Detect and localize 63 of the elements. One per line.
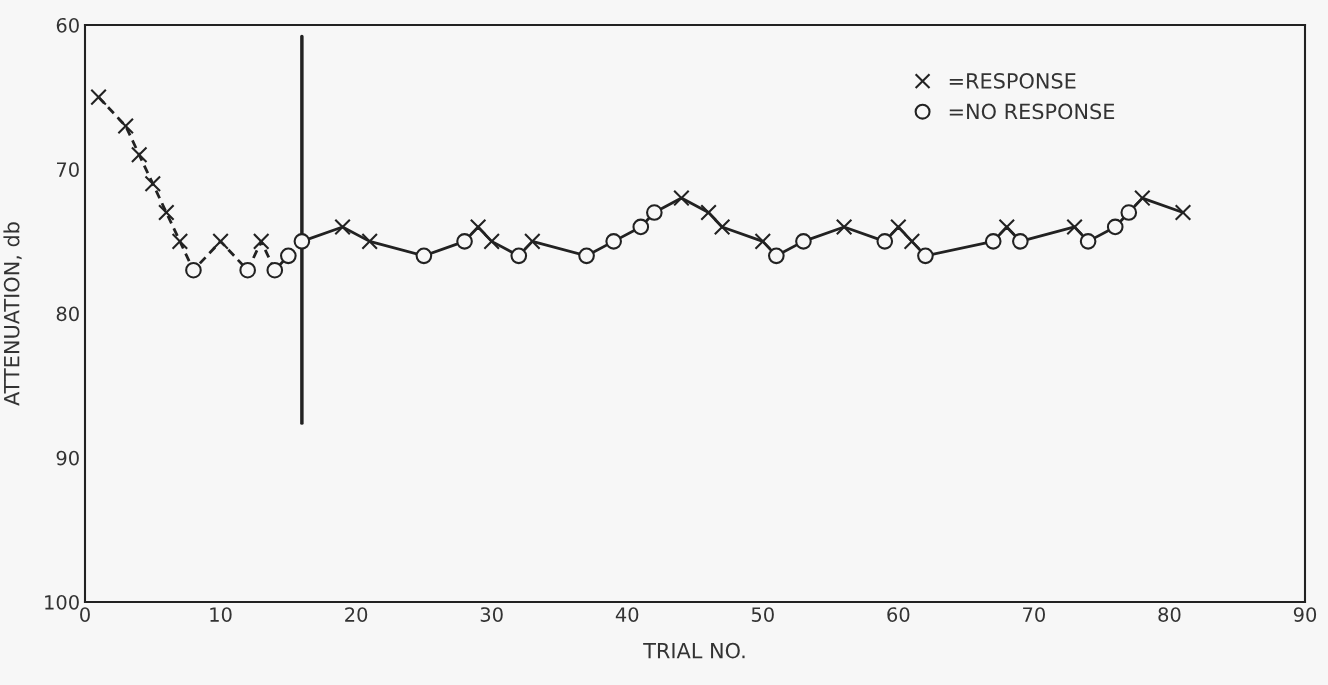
point [768,247,785,265]
point [998,218,1016,236]
x-tick-label: 40 [615,607,639,622]
point [646,204,663,221]
x-tick-label: 50 [751,607,774,622]
point [144,175,162,192]
x-tick-label: 70 [1023,607,1045,622]
point [1174,204,1192,221]
y-tick-label: 100 [45,594,79,610]
point [266,261,284,279]
point [185,261,202,279]
point [984,233,1002,250]
point [252,233,270,250]
x-tick-label: 30 [480,607,503,622]
x-tick-label: 10 [210,607,232,622]
point [1066,218,1083,236]
point [469,218,487,236]
point [1079,233,1097,250]
point [334,218,351,236]
point [917,247,934,265]
y-tick-label: 90 [56,450,79,466]
point [280,247,297,265]
point [361,233,378,250]
x-axis-title: TRIAL NO. [643,642,745,659]
point [713,218,731,236]
point [700,204,717,221]
point [1134,189,1151,207]
point [903,233,921,250]
point [456,233,473,250]
x-tick-label: 90 [1293,607,1317,622]
point [212,233,229,250]
legend-label: =RESPONSE [949,72,1076,89]
y-tick-label: 80 [56,306,79,322]
point [835,218,853,236]
point [415,247,433,265]
point [510,247,528,265]
point [876,233,894,250]
legend-label: =NO RESPONSE [949,103,1115,120]
point [754,233,772,250]
x-tick-label: 60 [887,607,910,622]
y-tick-label: 60 [56,17,79,33]
point [117,117,134,135]
point [524,233,541,250]
point [673,189,690,207]
point [90,88,107,106]
point [1106,218,1124,236]
x-tick-label: 0 [80,607,90,622]
point [483,233,500,250]
point [795,233,812,250]
point [158,204,175,221]
point [130,146,148,164]
point [632,218,650,236]
x-tick-label: 20 [345,607,368,622]
y-axis-title: ATTENUATION, db [3,222,22,406]
point [239,261,256,279]
point [1012,233,1029,250]
point [293,233,311,250]
point [605,233,622,250]
point [171,233,189,250]
y-tick-label: 70 [56,162,79,177]
point [1120,204,1138,221]
point [578,247,595,265]
x-tick-label: 80 [1158,607,1181,622]
